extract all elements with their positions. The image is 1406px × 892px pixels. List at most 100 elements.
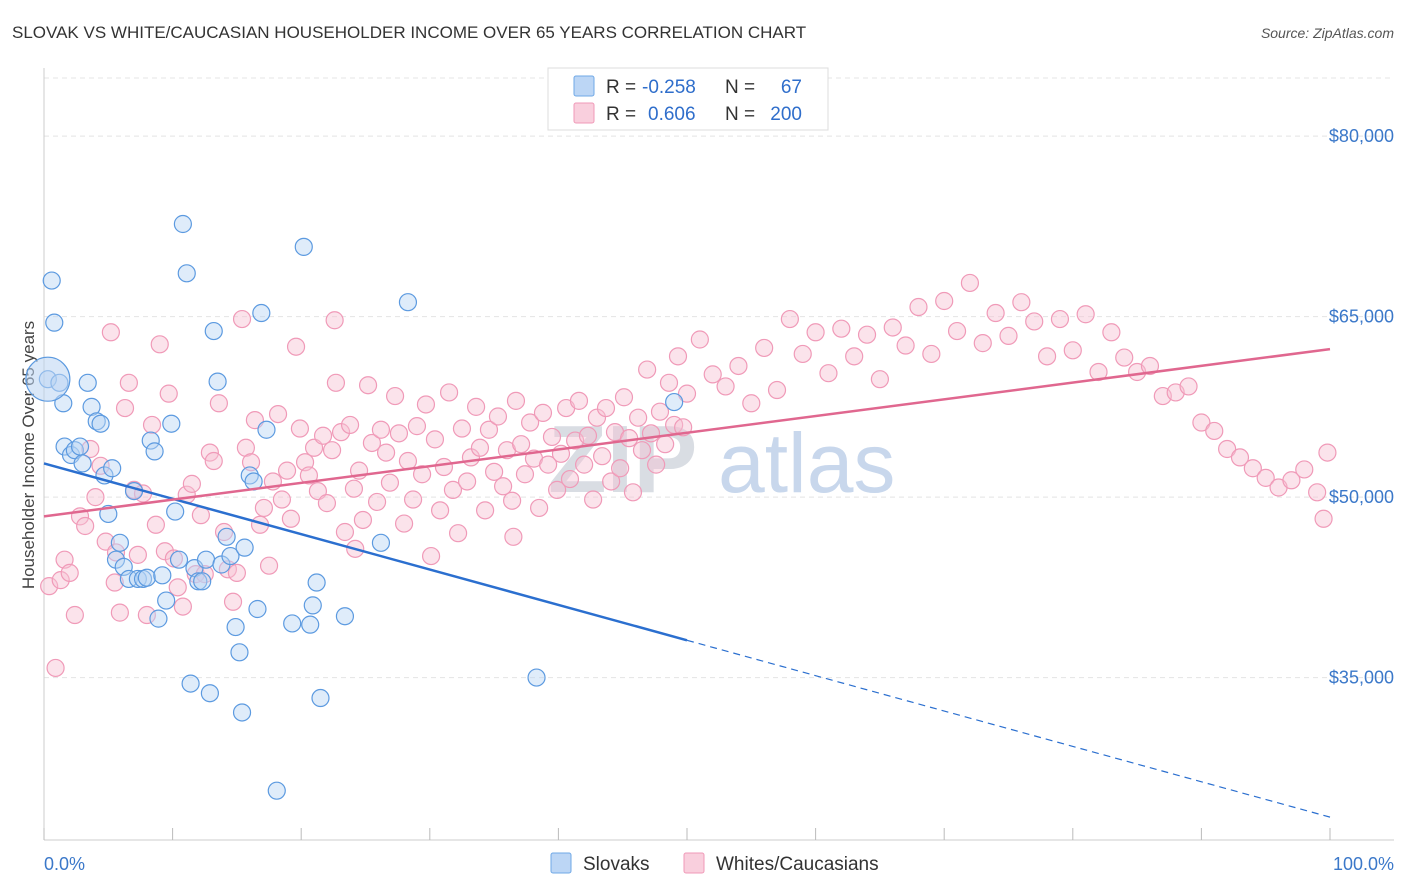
point-whites <box>380 473 400 492</box>
point-whites <box>1282 471 1301 490</box>
point-whites <box>870 370 890 389</box>
point-whites <box>168 578 187 597</box>
point-whites <box>362 433 382 453</box>
point-whites <box>780 309 799 329</box>
point-slovaks <box>311 688 330 708</box>
point-whites <box>286 337 306 356</box>
point-whites <box>614 388 634 407</box>
point-whites <box>1115 348 1134 367</box>
point-whites <box>448 524 468 543</box>
point-slovaks <box>103 459 122 478</box>
point-whites <box>638 360 657 379</box>
point-whites <box>416 395 436 414</box>
point-whites <box>182 474 201 493</box>
point-slovaks <box>162 414 181 433</box>
point-slovaks <box>248 599 267 619</box>
point-slovaks <box>114 557 133 576</box>
trend-slovaks <box>43 462 688 642</box>
point-slovaks <box>208 372 227 391</box>
point-whites <box>105 573 124 592</box>
point-whites <box>857 325 877 344</box>
legend-r-label-whites: R = <box>606 104 636 125</box>
point-whites <box>596 398 616 418</box>
point-whites <box>935 291 954 311</box>
bottom-legend-swatch-slovaks <box>550 852 572 874</box>
point-slovaks <box>82 397 101 416</box>
point-whites <box>290 419 310 438</box>
point-slovaks <box>200 684 219 703</box>
point-slovaks <box>91 414 110 433</box>
point-whites <box>259 556 279 575</box>
point-slovaks <box>217 527 236 546</box>
point-whites <box>578 426 598 445</box>
point-whites <box>335 522 355 542</box>
point-slovaks <box>252 303 271 323</box>
point-whites <box>542 427 562 447</box>
point-whites <box>313 426 333 445</box>
point-whites <box>281 509 301 528</box>
point-whites <box>1076 305 1095 324</box>
point-whites <box>394 514 414 533</box>
point-whites <box>421 546 441 566</box>
point-whites <box>1050 309 1070 329</box>
trend-slovaks-extrapolated <box>686 639 1331 818</box>
point-slovaks <box>257 420 276 439</box>
point-slovaks <box>153 566 172 585</box>
point-whites <box>793 344 812 364</box>
point-slovaks <box>335 607 355 626</box>
point-slovaks <box>398 293 418 312</box>
series-legend: Slovaks Whites/Caucasians <box>550 852 879 875</box>
legend-n-value-whites: 200 <box>770 104 802 125</box>
watermark-atlas: atlas <box>718 416 895 510</box>
point-slovaks <box>110 533 129 552</box>
point-whites <box>729 356 748 376</box>
point-whites <box>358 376 378 395</box>
point-whites <box>91 456 110 475</box>
legend-n-label-whites: N = <box>725 104 755 125</box>
point-whites <box>200 443 219 462</box>
point-slovaks <box>283 614 302 633</box>
point-whites <box>575 455 594 474</box>
bottom-legend-label-whites: Whites/Caucasians <box>716 854 879 875</box>
point-whites <box>137 605 156 625</box>
point-whites <box>742 394 761 413</box>
point-whites <box>602 472 621 491</box>
point-slovaks <box>189 572 208 591</box>
point-slovaks <box>303 596 322 615</box>
point-whites <box>272 490 292 509</box>
point-whites <box>65 605 84 625</box>
point-whites <box>407 417 427 436</box>
point-whites <box>1256 468 1275 487</box>
point-whites <box>46 658 65 678</box>
point-whites <box>560 469 580 489</box>
point-whites <box>530 498 549 518</box>
chart-title: SLOVAK VS WHITE/CAUCASIAN HOUSEHOLDER IN… <box>12 23 806 42</box>
point-whites <box>241 453 261 472</box>
point-whites <box>385 386 405 406</box>
point-slovaks <box>294 237 313 256</box>
point-whites <box>308 481 328 501</box>
point-slovaks <box>45 313 64 332</box>
watermark: ZIP atlas <box>548 406 895 513</box>
point-slovaks <box>181 674 200 693</box>
point-slovaks <box>166 502 185 521</box>
point-slovaks <box>307 573 326 592</box>
point-whites <box>317 494 337 513</box>
point-whites <box>209 394 228 413</box>
legend-n-value-slovaks: 67 <box>781 77 802 98</box>
point-slovaks <box>196 550 216 569</box>
point-whites <box>632 441 652 460</box>
point-slovaks <box>106 550 126 569</box>
point-slovaks <box>169 550 189 569</box>
point-whites <box>832 319 851 338</box>
point-slovaks <box>665 392 684 412</box>
point-whites <box>159 384 178 403</box>
point-whites <box>999 326 1018 345</box>
point-whites <box>457 472 477 491</box>
point-slovaks <box>193 572 212 591</box>
point-whites <box>268 404 288 424</box>
point-slovaks <box>301 615 320 634</box>
point-whites <box>76 516 95 536</box>
trend-lines <box>43 347 1331 818</box>
point-whites <box>434 457 454 477</box>
